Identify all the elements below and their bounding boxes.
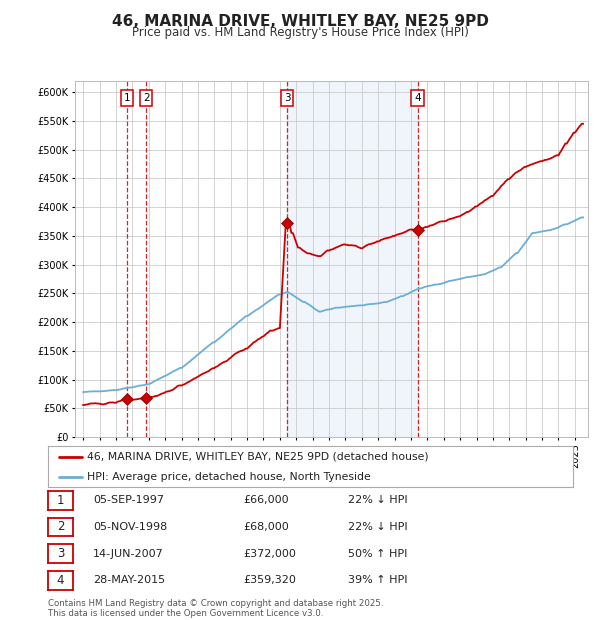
Text: £68,000: £68,000 [243,522,289,532]
Bar [287,81,418,437]
Text: 2: 2 [143,93,149,103]
Text: Contains HM Land Registry data © Crown copyright and database right 2025.
This d: Contains HM Land Registry data © Crown c… [48,599,383,618]
Text: 05-SEP-1997: 05-SEP-1997 [93,495,164,505]
Text: HPI: Average price, detached house, North Tyneside: HPI: Average price, detached house, Nort… [88,472,371,482]
Text: £66,000: £66,000 [243,495,289,505]
Text: 4: 4 [415,93,421,103]
Text: 3: 3 [284,93,290,103]
Text: 46, MARINA DRIVE, WHITLEY BAY, NE25 9PD: 46, MARINA DRIVE, WHITLEY BAY, NE25 9PD [112,14,488,29]
Text: 1: 1 [124,93,130,103]
Text: 39% ↑ HPI: 39% ↑ HPI [348,575,407,585]
Text: 22% ↓ HPI: 22% ↓ HPI [348,522,407,532]
Text: 14-JUN-2007: 14-JUN-2007 [93,549,164,559]
Text: 4: 4 [57,574,64,587]
Text: 46, MARINA DRIVE, WHITLEY BAY, NE25 9PD (detached house): 46, MARINA DRIVE, WHITLEY BAY, NE25 9PD … [88,452,429,462]
Text: 3: 3 [57,547,64,560]
Text: £372,000: £372,000 [243,549,296,559]
Text: 50% ↑ HPI: 50% ↑ HPI [348,549,407,559]
Text: 05-NOV-1998: 05-NOV-1998 [93,522,167,532]
Text: Price paid vs. HM Land Registry's House Price Index (HPI): Price paid vs. HM Land Registry's House … [131,26,469,39]
Text: 22% ↓ HPI: 22% ↓ HPI [348,495,407,505]
Text: 1: 1 [57,494,64,507]
Text: 2: 2 [57,521,64,533]
Text: £359,320: £359,320 [243,575,296,585]
Text: 28-MAY-2015: 28-MAY-2015 [93,575,165,585]
